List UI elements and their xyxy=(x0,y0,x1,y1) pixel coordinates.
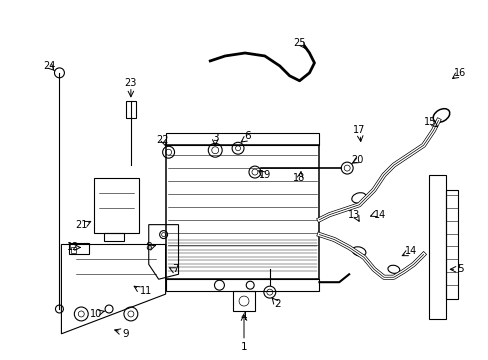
Text: 18: 18 xyxy=(293,173,305,183)
Text: 17: 17 xyxy=(352,125,365,135)
Bar xyxy=(427,175,446,319)
Bar xyxy=(104,233,123,240)
Text: 21: 21 xyxy=(75,220,87,230)
Text: 22: 22 xyxy=(156,135,168,145)
Text: 1: 1 xyxy=(240,342,247,352)
Bar xyxy=(446,190,457,299)
Bar xyxy=(94,178,139,233)
Text: 14: 14 xyxy=(404,247,416,256)
Text: 7: 7 xyxy=(172,264,179,274)
Text: 12: 12 xyxy=(67,243,80,252)
Text: 23: 23 xyxy=(124,78,137,88)
Text: 2: 2 xyxy=(274,299,281,309)
Text: 3: 3 xyxy=(211,133,218,143)
Bar xyxy=(126,100,136,118)
Bar xyxy=(165,279,319,291)
Text: 16: 16 xyxy=(453,68,466,78)
Bar xyxy=(165,133,319,145)
Text: 9: 9 xyxy=(122,329,129,339)
Text: 5: 5 xyxy=(456,264,463,274)
Text: 8: 8 xyxy=(145,243,152,252)
Bar xyxy=(71,247,76,253)
Text: 14: 14 xyxy=(373,210,386,220)
Bar xyxy=(69,243,89,255)
Text: 20: 20 xyxy=(350,155,363,165)
Text: 25: 25 xyxy=(293,38,305,48)
Text: 15: 15 xyxy=(424,117,436,127)
Text: 4: 4 xyxy=(240,312,247,322)
Text: 11: 11 xyxy=(140,286,152,296)
Text: 24: 24 xyxy=(43,61,56,71)
Bar xyxy=(233,291,254,311)
Text: 10: 10 xyxy=(90,309,102,319)
Text: 13: 13 xyxy=(347,210,360,220)
Text: 19: 19 xyxy=(258,170,270,180)
Text: 6: 6 xyxy=(244,131,251,141)
